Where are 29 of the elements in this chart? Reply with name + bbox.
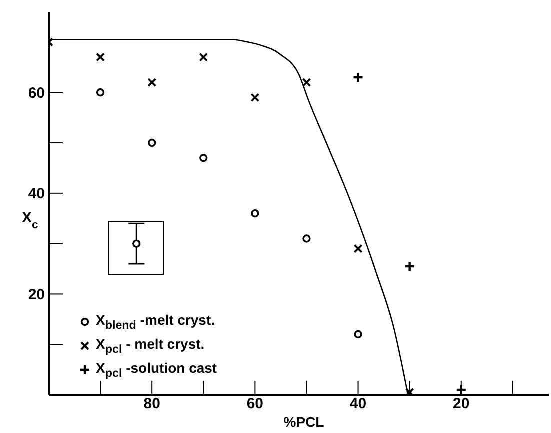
legend-label: X$_{blend}$ -melt cryst.: [96, 312, 216, 332]
y-tick-label: 60: [28, 84, 45, 102]
y-tick-label: 40: [28, 186, 45, 203]
point: [96, 88, 105, 97]
legend-label: X$_{pcl}$ -solution cast: [96, 360, 218, 380]
point: [251, 209, 260, 218]
point: [132, 240, 141, 248]
x-tick-label: 60: [246, 396, 264, 413]
point: [302, 234, 311, 243]
point: [405, 388, 414, 395]
point: [404, 260, 416, 272]
x-tick-label: 20: [453, 396, 470, 413]
x-axis-title: %PCL: [284, 414, 325, 430]
point: [148, 78, 157, 88]
point: [148, 138, 156, 148]
point: [250, 93, 260, 102]
point: [199, 52, 208, 62]
x-tick-label: 80: [144, 396, 160, 413]
y-tick-label: 20: [28, 286, 45, 304]
x-tick-label: 40: [350, 396, 367, 413]
point: [96, 52, 106, 62]
point: [456, 384, 467, 395]
legend-label: X$_{pcl}$ - melt cryst.: [96, 336, 205, 356]
point: [354, 244, 363, 254]
point: [302, 78, 312, 88]
point: [200, 154, 208, 162]
point: [352, 72, 364, 84]
y-axis-title: X$_{c}$: [22, 210, 38, 232]
point: [354, 330, 362, 339]
